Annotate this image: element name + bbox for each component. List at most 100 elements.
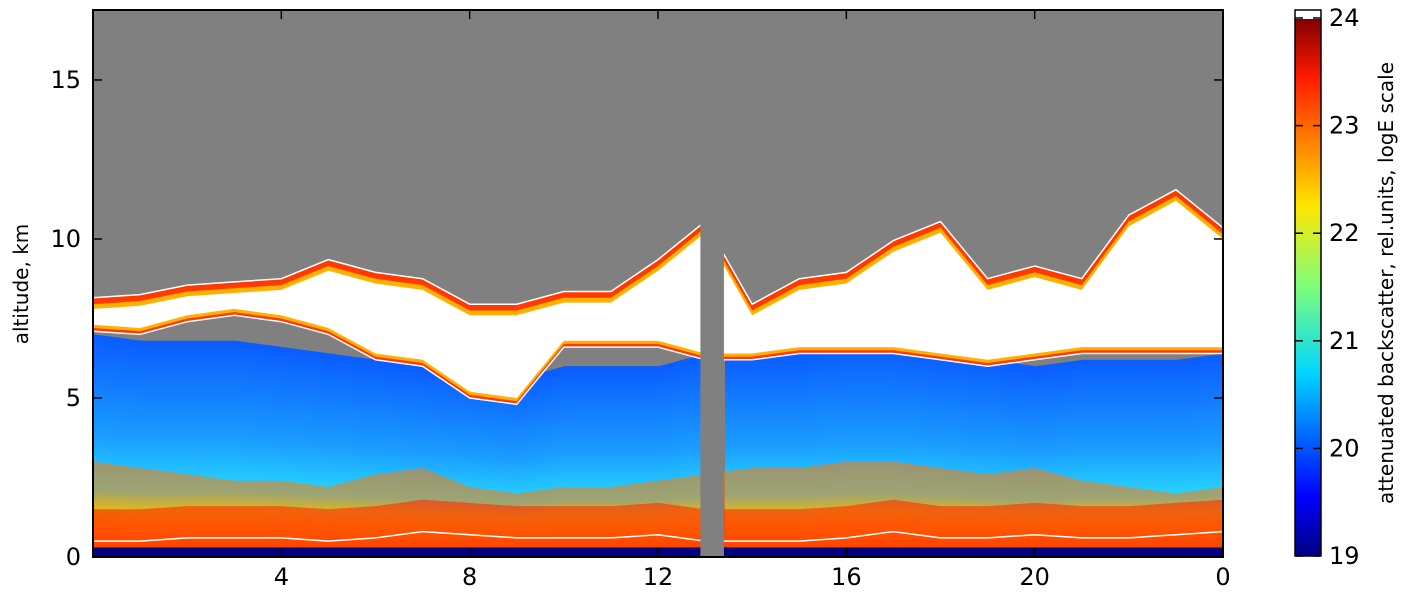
- aerosol-column: [191, 340, 194, 557]
- y-tick-label: 5: [66, 384, 81, 412]
- aerosol-column: [571, 366, 574, 557]
- aerosol-column: [227, 340, 230, 557]
- aerosol-column: [1115, 359, 1118, 557]
- aerosol-column: [991, 360, 994, 557]
- aerosol-column: [377, 360, 380, 557]
- aerosol-column: [181, 340, 184, 557]
- aerosol-column: [579, 366, 582, 557]
- colorbar-label: attenuated backscatter, rel.units, logE …: [1374, 62, 1398, 504]
- aerosol-column: [667, 363, 670, 557]
- aerosol-column: [381, 360, 384, 557]
- aerosol-column: [871, 347, 874, 557]
- aerosol-column: [849, 347, 852, 557]
- aerosol-column: [909, 349, 912, 557]
- aerosol-column: [687, 358, 690, 557]
- aerosol-column: [1165, 359, 1168, 557]
- aerosol-column: [553, 369, 556, 557]
- aerosol-column: [1037, 365, 1040, 557]
- aerosol-column: [973, 357, 976, 557]
- aerosol-column: [195, 340, 198, 557]
- aerosol-column: [201, 340, 204, 557]
- aerosol-column: [1057, 363, 1060, 557]
- aerosol-column: [105, 336, 108, 557]
- aerosol-column: [697, 355, 700, 557]
- aerosol-column: [1125, 359, 1128, 557]
- aerosol-column: [1111, 359, 1114, 557]
- aerosol-column: [129, 339, 132, 557]
- aerosol-column: [841, 347, 844, 557]
- aerosol-column: [1055, 363, 1058, 557]
- aerosol-column: [483, 374, 486, 557]
- aerosol-column: [747, 353, 750, 557]
- aerosol-column: [1031, 365, 1034, 557]
- aerosol-column: [385, 361, 388, 557]
- aerosol-column: [1077, 360, 1080, 557]
- aerosol-column: [521, 377, 524, 557]
- aerosol-column: [353, 356, 356, 557]
- aerosol-column: [513, 378, 516, 557]
- aerosol-column: [1193, 357, 1196, 557]
- aerosol-column: [293, 348, 296, 557]
- aerosol-column: [1187, 358, 1190, 557]
- aerosol-column: [919, 350, 922, 557]
- aerosol-column: [1053, 363, 1056, 557]
- aerosol-column: [1091, 359, 1094, 557]
- aerosol-column: [331, 353, 334, 557]
- aerosol-column: [341, 355, 344, 557]
- aerosol-column: [247, 342, 250, 557]
- aerosol-column: [691, 357, 694, 557]
- aerosol-column: [1015, 363, 1018, 557]
- aerosol-column: [1189, 358, 1192, 557]
- aerosol-column: [773, 353, 776, 557]
- aerosol-column: [1017, 363, 1020, 557]
- aerosol-column: [197, 340, 200, 557]
- aerosol-column: [639, 366, 642, 557]
- y-axis-label: altitude, km: [9, 224, 33, 345]
- aerosol-column: [1139, 359, 1142, 557]
- aerosol-column: [629, 366, 632, 557]
- aerosol-column: [131, 339, 134, 557]
- data-gap: [700, 10, 724, 557]
- colorbar: 19 20 21 22 23 24 attenuated backscatter, rel…: [1294, 4, 1398, 570]
- aerosol-column: [997, 361, 1000, 557]
- aerosol-column: [947, 354, 950, 557]
- aerosol-column: [1157, 359, 1160, 557]
- aerosol-column: [1171, 359, 1174, 557]
- aerosol-column: [913, 349, 916, 557]
- aerosol-column: [963, 356, 966, 557]
- aerosol-column: [263, 344, 266, 557]
- aerosol-column: [951, 354, 954, 557]
- aerosol-column: [845, 347, 848, 557]
- aerosol-column: [555, 368, 558, 557]
- aerosol-column: [1051, 363, 1054, 557]
- aerosol-column: [493, 375, 496, 557]
- aerosol-column: [1063, 362, 1066, 557]
- aerosol-column: [351, 356, 354, 557]
- aerosol-column: [243, 341, 246, 557]
- aerosol-column: [811, 351, 814, 557]
- aerosol-column: [527, 376, 530, 557]
- aerosol-column: [735, 353, 738, 557]
- aerosol-column: [137, 340, 140, 557]
- cloud-contour: [93, 188, 1223, 406]
- aerosol-column: [233, 340, 236, 557]
- aerosol-column: [765, 353, 768, 557]
- aerosol-column: [977, 358, 980, 557]
- aerosol-column: [345, 355, 348, 557]
- aerosol-column: [587, 366, 590, 557]
- aerosol-column: [1021, 364, 1024, 557]
- aerosol-column: [429, 367, 432, 557]
- aerosol-column: [281, 347, 284, 557]
- aerosol-column: [533, 374, 536, 557]
- aerosol-column: [813, 351, 816, 557]
- aerosol-column: [1199, 356, 1202, 557]
- aerosol-column: [257, 343, 260, 557]
- aerosol-column: [441, 368, 444, 557]
- aerosol-column: [1071, 361, 1074, 557]
- aerosol-column: [1149, 359, 1152, 557]
- aerosol-column: [505, 377, 508, 557]
- colorbar-tick-label: 24: [1329, 4, 1360, 32]
- aerosol-column: [955, 355, 958, 557]
- aerosol-column: [291, 348, 294, 557]
- aerosol-column: [411, 364, 414, 557]
